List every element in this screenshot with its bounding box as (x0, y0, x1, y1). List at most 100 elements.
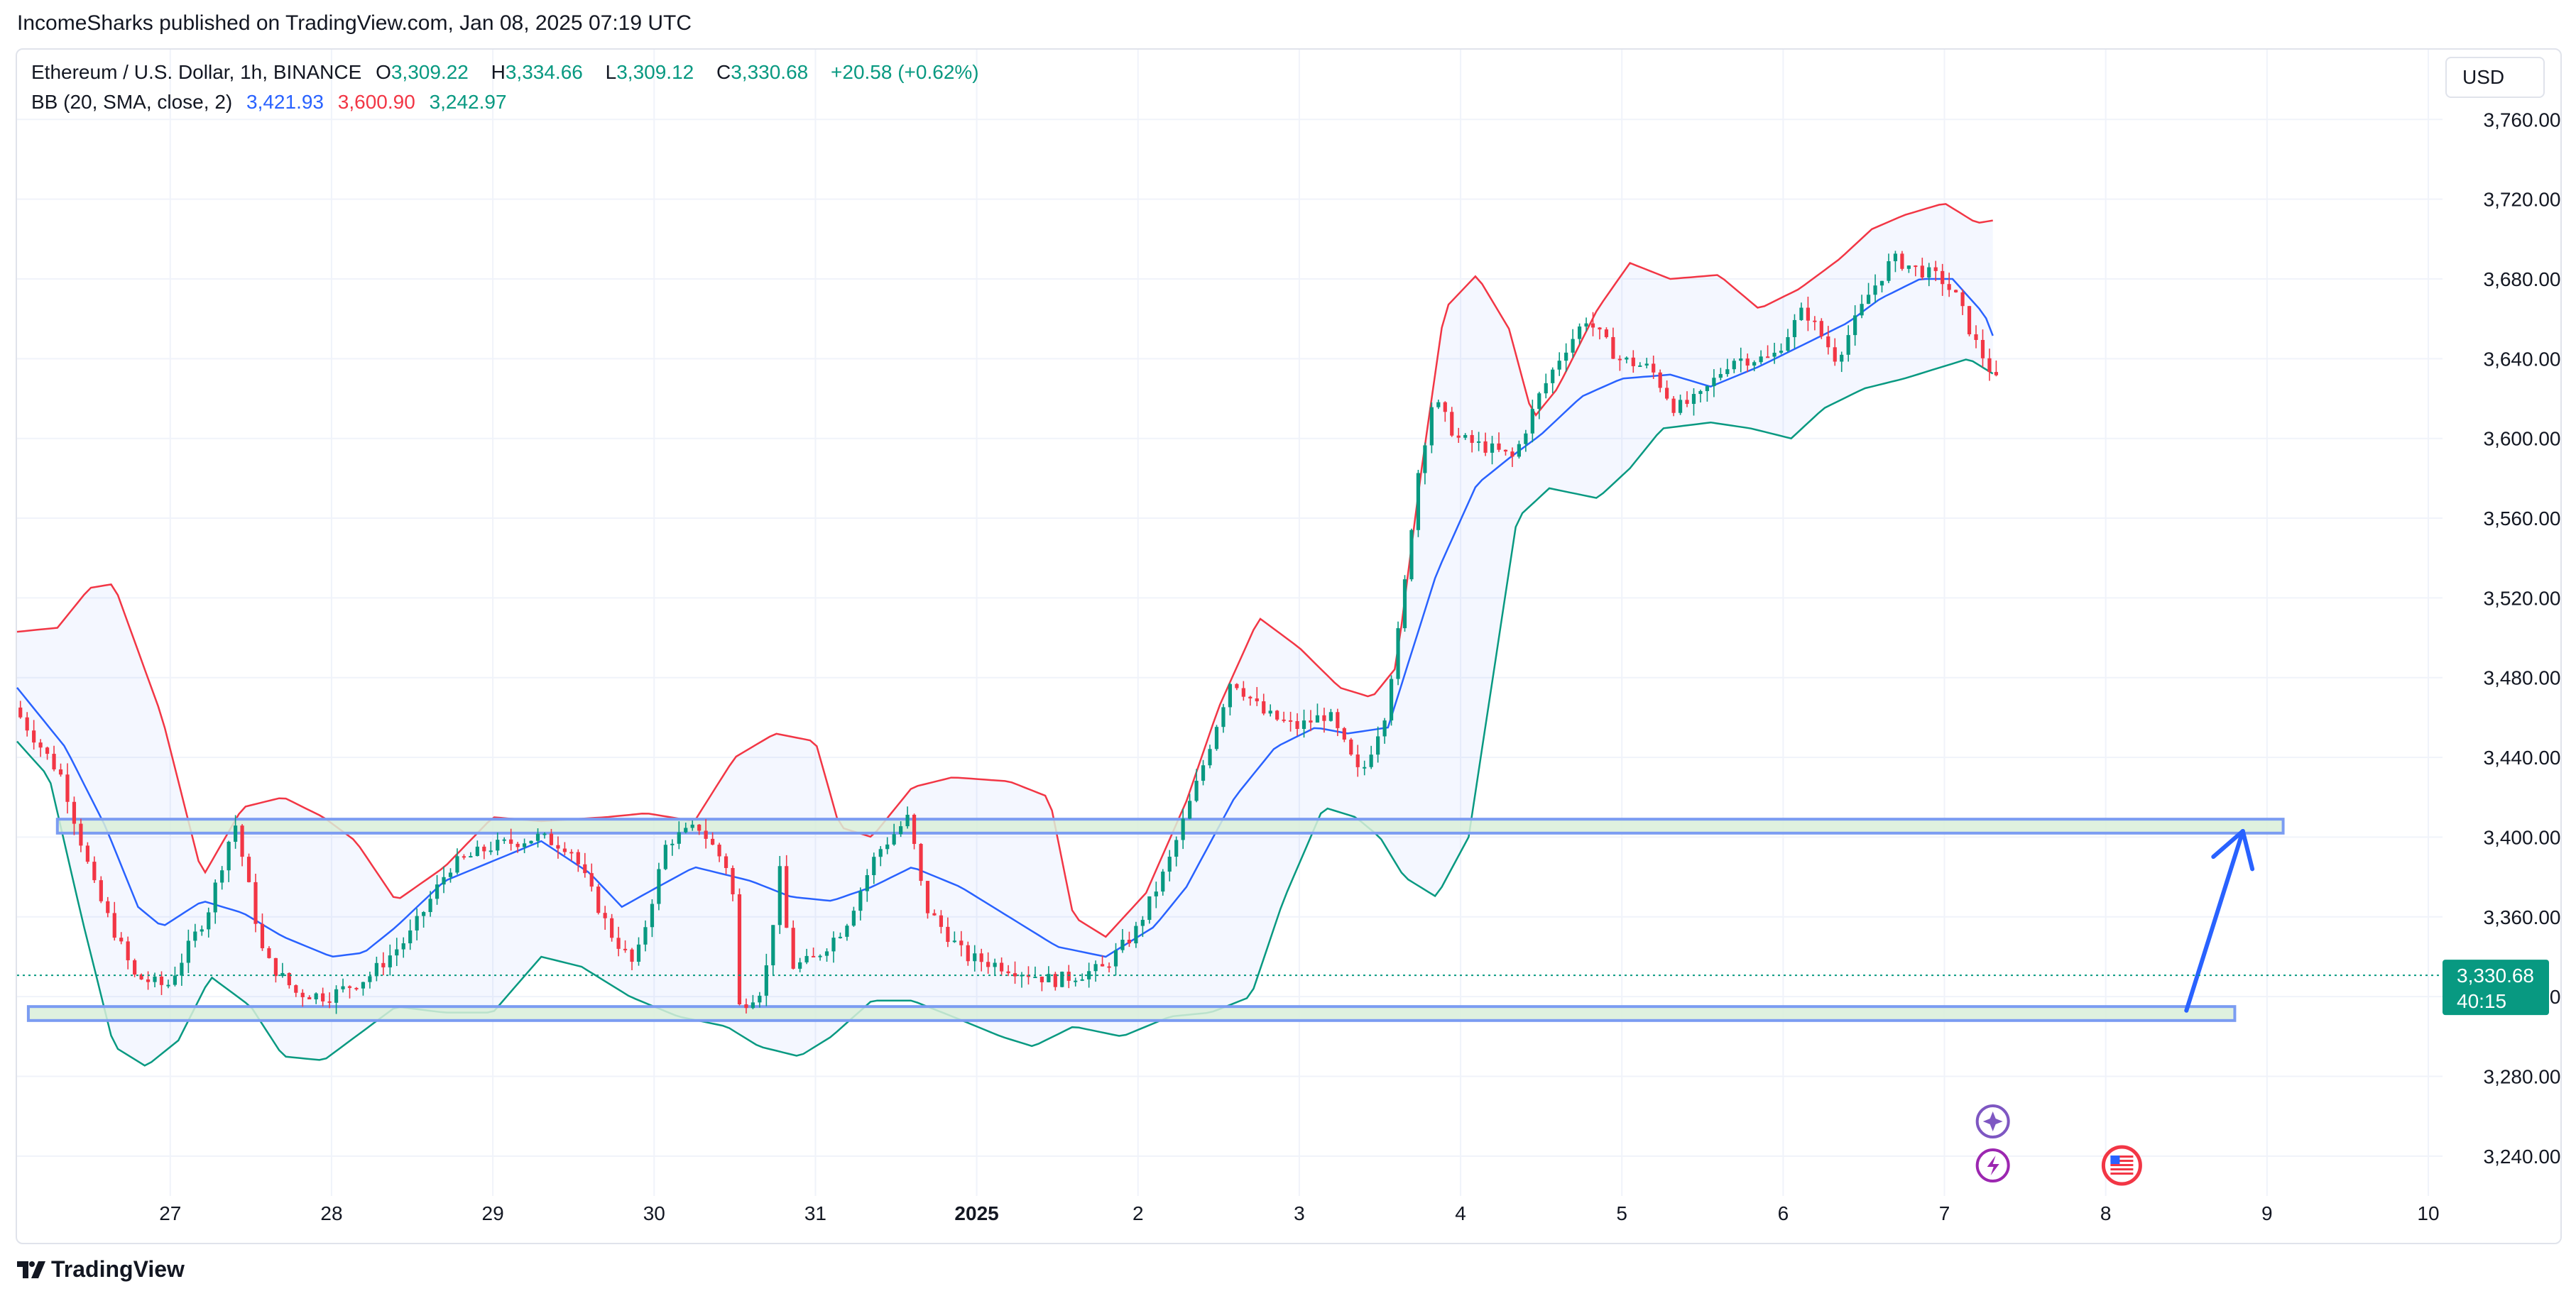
candle (1698, 390, 1703, 403)
candle-body (1309, 720, 1313, 723)
candle-body (697, 824, 702, 831)
candle-body (227, 841, 231, 871)
candle (777, 855, 782, 934)
candle (1066, 965, 1071, 989)
candle-body (85, 845, 89, 862)
candle (448, 868, 453, 883)
candle-body (1685, 400, 1689, 405)
candle-body (1443, 402, 1447, 412)
candle-body (1241, 688, 1245, 697)
tradingview-logo[interactable]: TradingView (17, 1256, 185, 1283)
candle (159, 971, 164, 995)
candle-body (327, 1001, 332, 1003)
ohlc-open: O3,309.22 (376, 61, 469, 83)
candle-body (1759, 356, 1763, 363)
candle (1806, 297, 1810, 331)
indicator-legend: BB (20, SMA, close, 2) 3,421.93 3,600.90… (31, 91, 515, 114)
candle (811, 947, 816, 957)
candle-body (1994, 372, 1999, 375)
x-axis: 27 28 29 30 31 2025 2 3 4 5 6 7 8 9 10 (159, 1202, 2439, 1224)
candle (186, 929, 190, 973)
candle (1510, 447, 1515, 467)
candle-body (1033, 977, 1037, 979)
candle-body (1933, 267, 1938, 271)
candle-body (771, 925, 775, 966)
candle-body (1477, 441, 1481, 443)
candle-body (1093, 964, 1098, 972)
candle-body (851, 911, 856, 926)
candle (1140, 916, 1145, 938)
candle-body (1396, 628, 1400, 679)
candle (173, 966, 178, 987)
candle-body (1739, 358, 1743, 361)
candle (663, 840, 667, 870)
candle-body (1604, 329, 1609, 337)
candle (630, 948, 634, 970)
candle-body (92, 862, 97, 881)
candle (529, 840, 533, 845)
candle-body (979, 953, 983, 962)
candle (623, 940, 628, 953)
candle-body (744, 1004, 748, 1009)
candle (1577, 323, 1582, 345)
candle-body (139, 975, 143, 979)
candle-body (804, 955, 809, 962)
x-tick-label: 10 (2417, 1202, 2439, 1224)
candle-body (186, 940, 190, 963)
candle (361, 982, 366, 996)
candle (482, 844, 486, 860)
candle (986, 952, 990, 975)
candle-body (1860, 304, 1864, 316)
candle-body (986, 962, 990, 967)
candle (1402, 575, 1407, 632)
candle (1644, 358, 1649, 369)
candle (1100, 955, 1105, 967)
candle (1389, 675, 1394, 726)
candle (785, 855, 789, 928)
current-price-badge-bg (2443, 960, 2549, 1016)
candle-body (1463, 434, 1468, 438)
candle-body (448, 872, 453, 877)
candle (92, 856, 97, 884)
candle (354, 987, 359, 991)
candle (1665, 380, 1669, 401)
indicator-title[interactable]: BB (20, SMA, close, 2) (31, 91, 233, 113)
candle (1443, 401, 1447, 422)
candle (1490, 436, 1495, 465)
candle-body (1483, 441, 1488, 453)
candle-body (1846, 335, 1850, 355)
candle (932, 909, 937, 916)
bb-basis-line (16, 278, 1994, 958)
candle (569, 849, 574, 861)
candle (1020, 972, 1024, 988)
candle-body (1268, 710, 1272, 714)
candle (515, 842, 520, 853)
candle-body (334, 989, 339, 1003)
flag-stripe-icon (2110, 1173, 2134, 1175)
candle (166, 979, 170, 989)
currency-selector[interactable]: USD (2445, 57, 2545, 98)
x-tick-label: 30 (643, 1202, 665, 1224)
candle-body (1497, 443, 1501, 450)
candle (1288, 711, 1293, 732)
candle-body (704, 830, 708, 839)
candle (993, 958, 997, 975)
candle (737, 888, 742, 1006)
candle (32, 720, 36, 750)
candle (1617, 355, 1622, 371)
candle-body (469, 856, 473, 858)
candle (872, 852, 876, 884)
candle-body (885, 844, 890, 850)
candle (925, 881, 930, 919)
candle (1671, 396, 1676, 417)
candle (38, 739, 43, 757)
candle (1214, 725, 1219, 751)
candle (334, 985, 339, 1014)
symbol-title[interactable]: Ethereum / U.S. Dollar, 1h, BINANCE (31, 61, 362, 83)
candle (287, 972, 291, 989)
candle (1235, 683, 1239, 691)
current-price-badge: 3,330.68 40:15 (2443, 960, 2549, 1016)
candle (1658, 369, 1662, 393)
candle-body (1295, 721, 1299, 729)
